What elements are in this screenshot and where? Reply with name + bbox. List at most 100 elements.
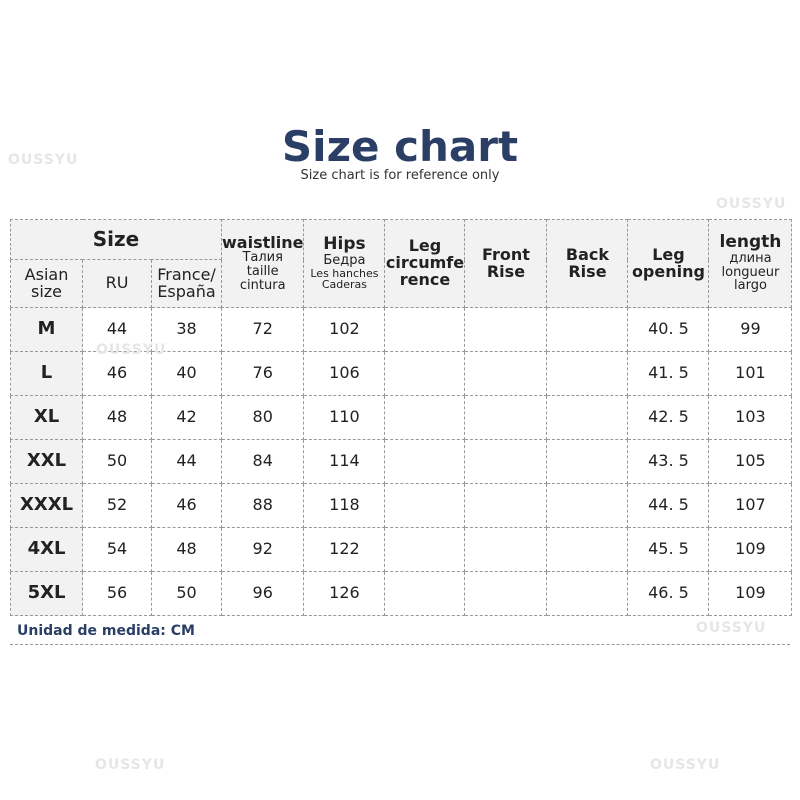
table-cell xyxy=(546,395,629,440)
table-cell xyxy=(384,483,466,528)
size-label: XXXL xyxy=(10,483,83,528)
label: Front xyxy=(482,244,530,264)
table-cell xyxy=(384,439,466,484)
table-cell: 40. 5 xyxy=(627,307,710,352)
table-cell: 105 xyxy=(708,439,793,484)
table-row: XXXL 52 46 88 118 44. 5 107 xyxy=(10,483,793,528)
header-france-espana: France/España xyxy=(151,259,222,308)
label: France/ xyxy=(157,264,216,284)
table-cell xyxy=(384,571,466,616)
table-cell: 38 xyxy=(151,307,222,352)
table-cell: 96 xyxy=(220,571,305,616)
table-cell: 42. 5 xyxy=(627,395,710,440)
table-cell xyxy=(464,439,548,484)
watermark: OUSSYU xyxy=(716,196,787,212)
table-cell: 99 xyxy=(708,307,793,352)
table-row: XXL 50 44 84 114 43. 5 105 xyxy=(10,439,793,484)
table-cell: 102 xyxy=(303,307,386,352)
table-cell: 46 xyxy=(82,351,152,396)
label: Asian xyxy=(24,264,69,284)
table-cell: 41. 5 xyxy=(627,351,710,396)
table-cell: 106 xyxy=(303,351,386,396)
watermark: OUSSYU xyxy=(95,757,166,773)
label: Back xyxy=(565,244,610,264)
table-cell: 92 xyxy=(220,527,305,572)
table-cell xyxy=(384,395,466,440)
size-label: M xyxy=(10,307,83,352)
label: opening xyxy=(631,261,705,281)
table-cell: 50 xyxy=(151,571,222,616)
table-cell: 48 xyxy=(82,395,152,440)
label: Leg xyxy=(408,236,442,256)
label: size xyxy=(30,281,63,301)
header-size: Size xyxy=(10,219,222,260)
table-cell: 109 xyxy=(708,527,793,572)
label: waistline xyxy=(222,232,304,252)
header-leg-circumference: Leg circumfe rence xyxy=(384,219,466,308)
table-cell xyxy=(546,527,629,572)
header-leg-opening: Leg opening xyxy=(627,219,710,308)
size-label: 5XL xyxy=(10,571,83,616)
header-ru: RU xyxy=(82,259,152,308)
label: length xyxy=(719,232,782,253)
table-cell xyxy=(384,351,466,396)
table-cell xyxy=(546,351,629,396)
table-cell xyxy=(464,307,548,352)
watermark: OUSSYU xyxy=(8,152,79,168)
table-cell xyxy=(464,571,548,616)
header-length: length длина longueur largo xyxy=(708,219,793,308)
label: Hips xyxy=(323,234,366,255)
watermark: OUSSYU xyxy=(96,342,167,358)
label: Leg xyxy=(652,244,685,264)
table-cell xyxy=(464,483,548,528)
table-cell: 126 xyxy=(303,571,386,616)
table-row: M 44 38 72 102 40. 5 99 xyxy=(10,307,793,352)
table-cell: 110 xyxy=(303,395,386,440)
size-label: XXL xyxy=(10,439,83,484)
table-cell: 101 xyxy=(708,351,793,396)
page-subtitle: Size chart is for reference only xyxy=(300,168,500,183)
size-label: 4XL xyxy=(10,527,83,572)
table-cell: 88 xyxy=(220,483,305,528)
table-row: 5XL 56 50 96 126 46. 5 109 xyxy=(10,571,793,616)
table-cell: 109 xyxy=(708,571,793,616)
table-cell: 80 xyxy=(220,395,305,440)
watermark: OUSSYU xyxy=(650,757,721,773)
table-cell xyxy=(546,571,629,616)
divider xyxy=(10,644,790,645)
label: Caderas xyxy=(321,278,368,292)
table-cell: 118 xyxy=(303,483,386,528)
table-cell xyxy=(384,527,466,572)
table-cell xyxy=(384,307,466,352)
table-row: L 46 40 76 106 41. 5 101 xyxy=(10,351,793,396)
table-cell: 72 xyxy=(220,307,305,352)
table-cell: 122 xyxy=(303,527,386,572)
table-cell: 52 xyxy=(82,483,152,528)
header-waistline: waistline Талия taille cintura xyxy=(220,219,305,308)
watermark: OUSSYU xyxy=(696,620,767,636)
table-cell xyxy=(464,527,548,572)
unit-note: Unidad de medida: CM xyxy=(17,623,195,639)
table-cell: 45. 5 xyxy=(627,527,710,572)
table-cell xyxy=(546,307,629,352)
table-row: XL 48 42 80 110 42. 5 103 xyxy=(10,395,793,440)
label: Les hanches xyxy=(310,266,379,280)
table-row: 4XL 54 48 92 122 45. 5 109 xyxy=(10,527,793,572)
label: longueur xyxy=(721,264,780,280)
page-title: Size chart xyxy=(281,122,519,171)
table-cell: 42 xyxy=(151,395,222,440)
table-cell: 40 xyxy=(151,351,222,396)
label: rence xyxy=(399,269,451,289)
table-cell: 46. 5 xyxy=(627,571,710,616)
table-cell: 54 xyxy=(82,527,152,572)
label: circumfe xyxy=(385,253,465,273)
label: taille xyxy=(246,264,279,280)
table-cell: 56 xyxy=(82,571,152,616)
label: Бедра xyxy=(323,253,366,269)
table-cell: 107 xyxy=(708,483,793,528)
label: длина xyxy=(729,250,772,266)
table-cell xyxy=(464,395,548,440)
table-cell: 44 xyxy=(151,439,222,484)
size-label: XL xyxy=(10,395,83,440)
label: España xyxy=(157,281,216,301)
